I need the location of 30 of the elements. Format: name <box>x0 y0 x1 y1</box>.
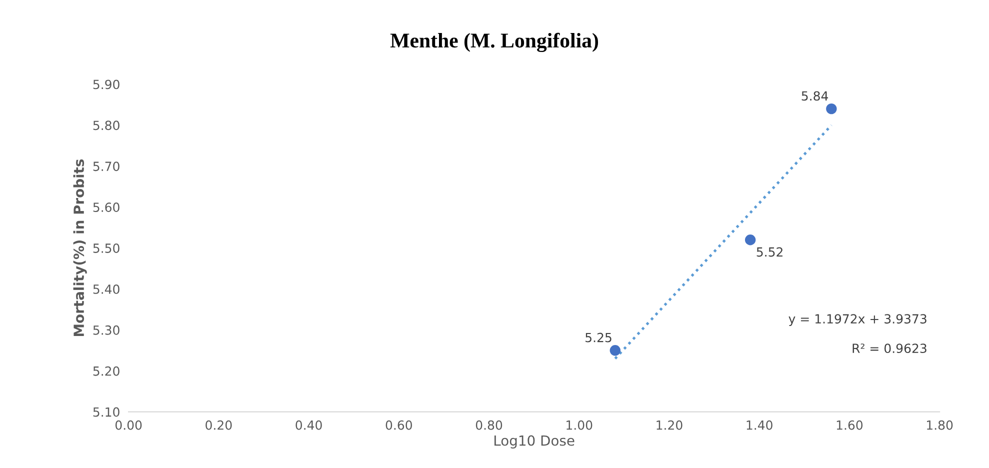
y-tick-label: 5.70 <box>93 162 120 172</box>
y-tick-label: 5.30 <box>93 325 120 335</box>
y-tick-label: 5.60 <box>93 202 120 212</box>
data-label: 5.84 <box>802 91 828 101</box>
y-tick-label: 5.40 <box>93 284 120 294</box>
x-tick-label: 0.40 <box>296 420 322 430</box>
x-tick-label: 0.20 <box>206 420 232 430</box>
x-tick-label: 1.80 <box>927 420 953 430</box>
y-tick-label: 5.20 <box>93 366 120 376</box>
y-tick-label: 5.80 <box>93 120 120 130</box>
x-tick-label: 1.40 <box>746 420 772 430</box>
y-tick-label: 5.90 <box>93 80 120 90</box>
x-tick-label: 1.00 <box>566 420 592 430</box>
point <box>744 234 756 246</box>
x-axis-title: Log10 Dose <box>494 435 574 448</box>
annotation: y = 1.1972x + 3.9373 <box>788 314 926 326</box>
x-tick-label: 0.80 <box>476 420 502 430</box>
y-tick-label: 5.50 <box>93 244 120 253</box>
chart-title: Menthe (M. Longifolia) <box>390 32 598 52</box>
data-label: 5.52 <box>756 247 782 257</box>
point <box>610 345 621 356</box>
x-tick-label: 1.20 <box>656 420 682 430</box>
annotation: R² = 0.9623 <box>852 344 926 354</box>
point <box>826 103 837 114</box>
y-tick-label: 5.10 <box>93 407 120 417</box>
x-tick-label: 1.60 <box>836 420 863 430</box>
y-axis-title: Mortality(%) in Probits <box>73 159 87 336</box>
x-tick-label: 0.00 <box>115 420 142 430</box>
x-tick-label: 0.60 <box>386 420 412 430</box>
data-label: 5.25 <box>586 332 612 342</box>
